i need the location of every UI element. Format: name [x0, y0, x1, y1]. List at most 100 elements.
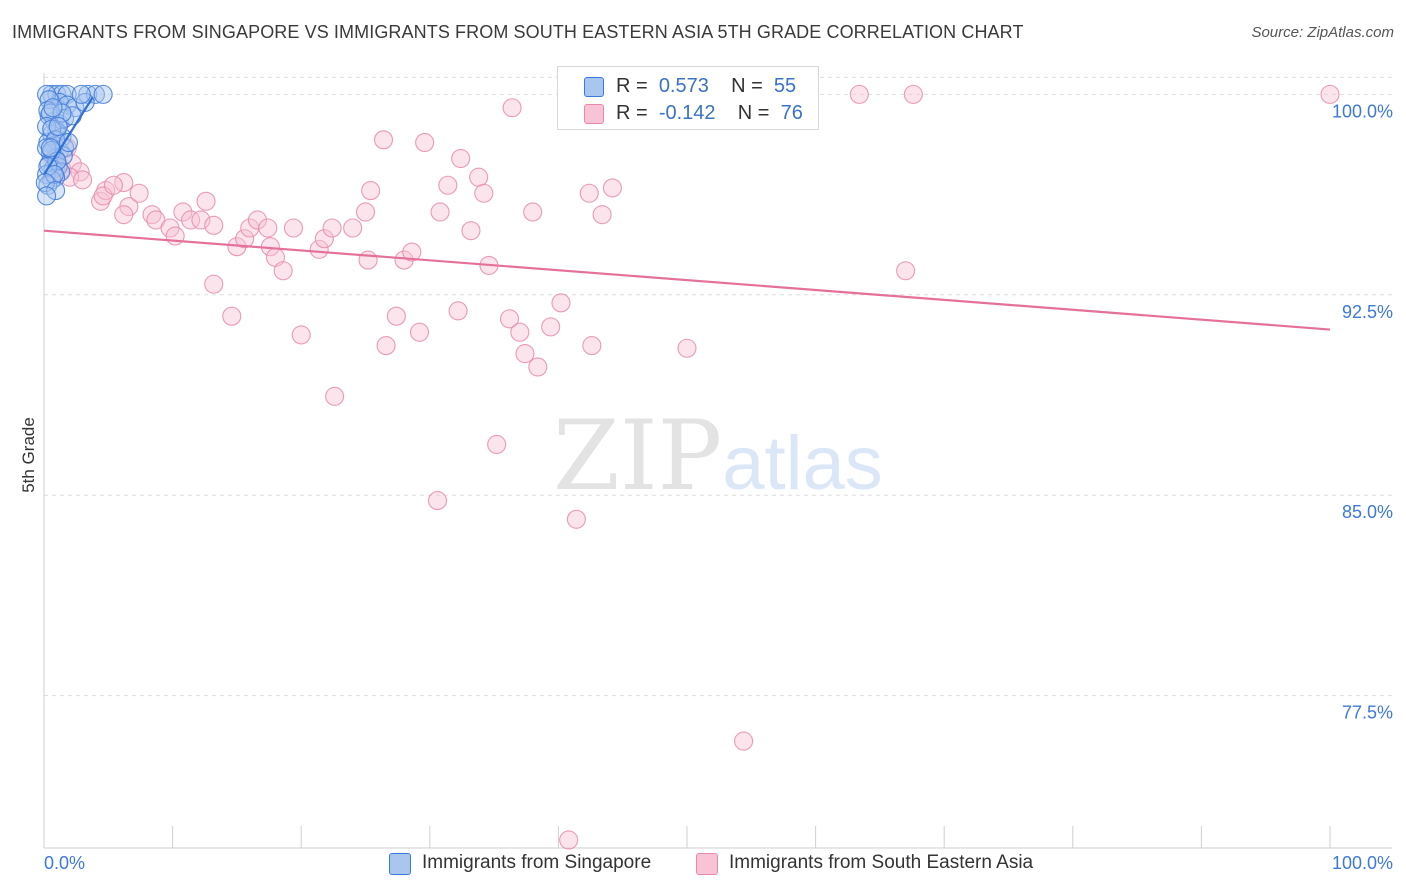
point-south-eastern-asia: [448, 301, 468, 321]
y-axis-label: 5th Grade: [19, 417, 38, 493]
legend-n-label: N =: [731, 75, 763, 97]
point-south-eastern-asia: [499, 309, 520, 329]
y-tick-label: 77.5%: [1342, 703, 1393, 723]
y-tick-label: 100.0%: [1332, 101, 1393, 121]
legend-label: Immigrants from Singapore: [422, 852, 652, 873]
legend-n-label: N =: [737, 102, 770, 124]
point-south-eastern-asia: [173, 202, 193, 222]
legend-swatch-blue: [584, 77, 604, 97]
point-south-eastern-asia: [373, 130, 394, 150]
legend-label: Immigrants from South Eastern Asia: [729, 852, 1034, 873]
point-singapore: [93, 84, 113, 104]
point-singapore: [46, 181, 66, 201]
point-south-eastern-asia: [903, 84, 923, 104]
point-south-eastern-asia: [70, 162, 90, 182]
x-tick-label: 100.0%: [1332, 853, 1393, 873]
source-label: Source: ZipAtlas.com: [1251, 24, 1394, 41]
point-south-eastern-asia: [734, 731, 754, 751]
correlation-legend: R = 0.573 N = 55 R = -0.142 N = 76: [557, 66, 819, 130]
watermark-zip: ZIP: [553, 400, 723, 512]
point-south-eastern-asia: [849, 84, 869, 104]
point-south-eastern-asia: [409, 322, 430, 342]
point-south-eastern-asia: [402, 242, 422, 262]
legend-n-value: 76: [780, 102, 803, 124]
axes: [43, 73, 1392, 849]
point-south-eastern-asia: [361, 181, 381, 201]
point-south-eastern-asia: [376, 336, 396, 356]
point-south-eastern-asia: [73, 170, 93, 190]
point-south-eastern-asia: [502, 98, 522, 118]
point-south-eastern-asia: [551, 293, 571, 313]
point-south-eastern-asia: [602, 178, 622, 198]
point-singapore: [58, 132, 78, 153]
point-south-eastern-asia: [579, 183, 599, 203]
point-singapore: [37, 116, 57, 136]
point-south-eastern-asia: [523, 202, 543, 222]
legend-r-label: R =: [616, 75, 648, 97]
point-south-eastern-asia: [566, 509, 586, 529]
series-south-eastern-asia: [44, 84, 1340, 850]
watermark: ZIPatlas: [553, 400, 883, 512]
point-south-eastern-asia: [427, 491, 448, 511]
point-south-eastern-asia: [114, 205, 134, 225]
point-south-eastern-asia: [528, 357, 548, 377]
legend-r-label: R =: [616, 102, 648, 124]
point-south-eastern-asia: [191, 210, 211, 230]
point-south-eastern-asia: [1320, 84, 1340, 104]
point-south-eastern-asia: [181, 210, 201, 230]
point-south-eastern-asia: [247, 210, 268, 230]
chart-title: IMMIGRANTS FROM SINGAPORE VS IMMIGRANTS …: [12, 22, 1024, 42]
point-south-eastern-asia: [103, 175, 123, 195]
point-south-eastern-asia: [415, 132, 435, 153]
point-south-eastern-asia: [235, 229, 255, 249]
point-south-eastern-asia: [510, 322, 530, 342]
point-south-eastern-asia: [222, 306, 242, 326]
point-south-eastern-asia: [515, 344, 535, 364]
grid-lines: [44, 76, 1392, 697]
point-south-eastern-asia: [196, 191, 216, 211]
point-singapore: [71, 84, 91, 104]
point-singapore: [48, 116, 68, 136]
point-south-eastern-asia: [592, 205, 612, 225]
point-south-eastern-asia: [461, 221, 481, 241]
point-south-eastern-asia: [322, 218, 342, 238]
point-south-eastern-asia: [204, 274, 224, 294]
point-south-eastern-asia: [896, 261, 916, 281]
point-singapore: [37, 186, 57, 206]
point-south-eastern-asia: [386, 306, 406, 326]
point-singapore: [40, 138, 60, 158]
legend-swatch-pink: [584, 104, 604, 124]
point-south-eastern-asia: [469, 167, 489, 187]
legend-swatch-pink: [696, 853, 718, 875]
point-south-eastern-asia: [582, 336, 602, 356]
legend-r-value: -0.142: [658, 102, 716, 124]
point-south-eastern-asia: [677, 338, 697, 358]
point-south-eastern-asia: [358, 250, 378, 270]
trend-lines: [43, 96, 1331, 331]
point-south-eastern-asia: [430, 202, 450, 222]
point-singapore: [43, 98, 63, 118]
point-south-eastern-asia: [283, 218, 304, 238]
point-south-eastern-asia: [91, 191, 111, 211]
x-tick-label: 0.0%: [44, 853, 85, 873]
tick-labels: 77.5% 85.0% 92.5% 100.0% 0.0% 100.0%: [44, 101, 1393, 873]
point-south-eastern-asia: [273, 261, 293, 281]
legend-swatch-blue: [389, 853, 411, 875]
point-south-eastern-asia: [291, 325, 311, 345]
point-south-eastern-asia: [355, 202, 376, 222]
point-singapore: [52, 84, 72, 104]
legend-r-value: 0.573: [658, 75, 709, 97]
y-tick-label: 92.5%: [1342, 302, 1393, 322]
watermark-atlas: atlas: [722, 421, 883, 506]
trend-line-singapore: [43, 96, 94, 176]
point-south-eastern-asia: [559, 830, 579, 850]
point-south-eastern-asia: [325, 386, 345, 406]
point-south-eastern-asia: [258, 218, 278, 238]
point-south-eastern-asia: [541, 317, 561, 337]
point-south-eastern-asia: [309, 239, 329, 259]
point-singapore: [38, 100, 58, 120]
point-south-eastern-asia: [438, 175, 458, 195]
point-south-eastern-asia: [343, 218, 363, 238]
point-south-eastern-asia: [314, 229, 334, 249]
